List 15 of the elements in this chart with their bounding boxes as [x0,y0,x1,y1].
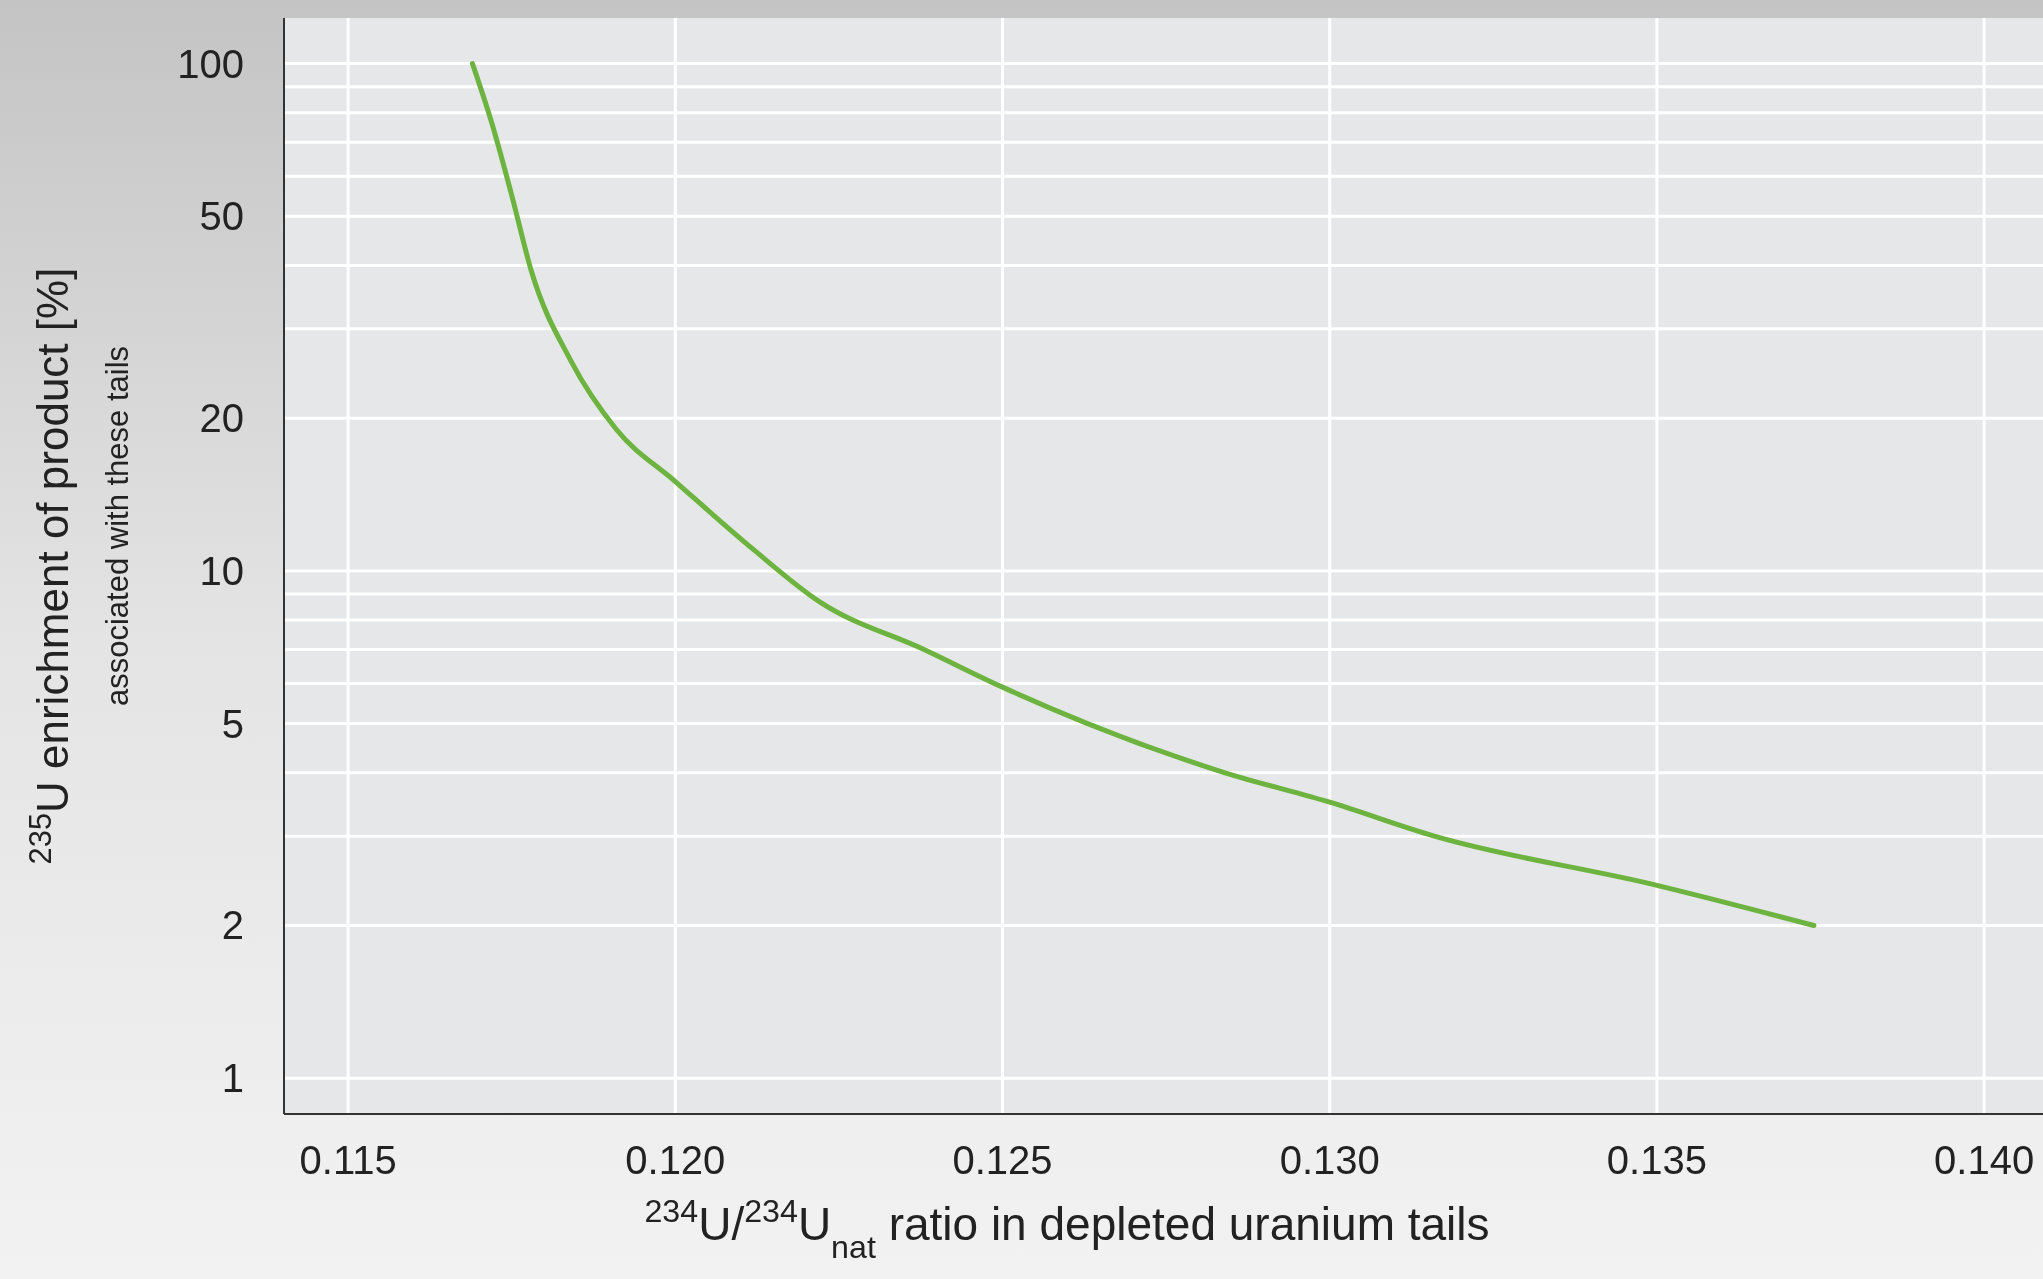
x-tick-label: 0.135 [1606,1138,1707,1182]
y-tick-label: 100 [177,41,244,86]
y-tick-label: 20 [199,396,244,441]
y-tick-label: 1 [221,1056,244,1101]
y-tick-label: 5 [221,701,244,746]
x-tick-label: 0.140 [1934,1138,2035,1182]
x-axis-title: $^{234}$U/$^{234}$U$_{nat}$ ratio in depleted uranium tails [644,1193,1490,1265]
x-tick-label: 0.120 [625,1138,726,1182]
y-tick-label: 2 [221,903,244,948]
y-tick-label: 50 [199,194,244,239]
text: associated with these tails [100,345,135,707]
x-tick-label: 0.115 [299,1138,397,1182]
x-tick-label: 0.130 [1279,1138,1380,1182]
x-tick-label: 0.125 [952,1138,1053,1182]
y-tick-label: 10 [199,548,244,593]
